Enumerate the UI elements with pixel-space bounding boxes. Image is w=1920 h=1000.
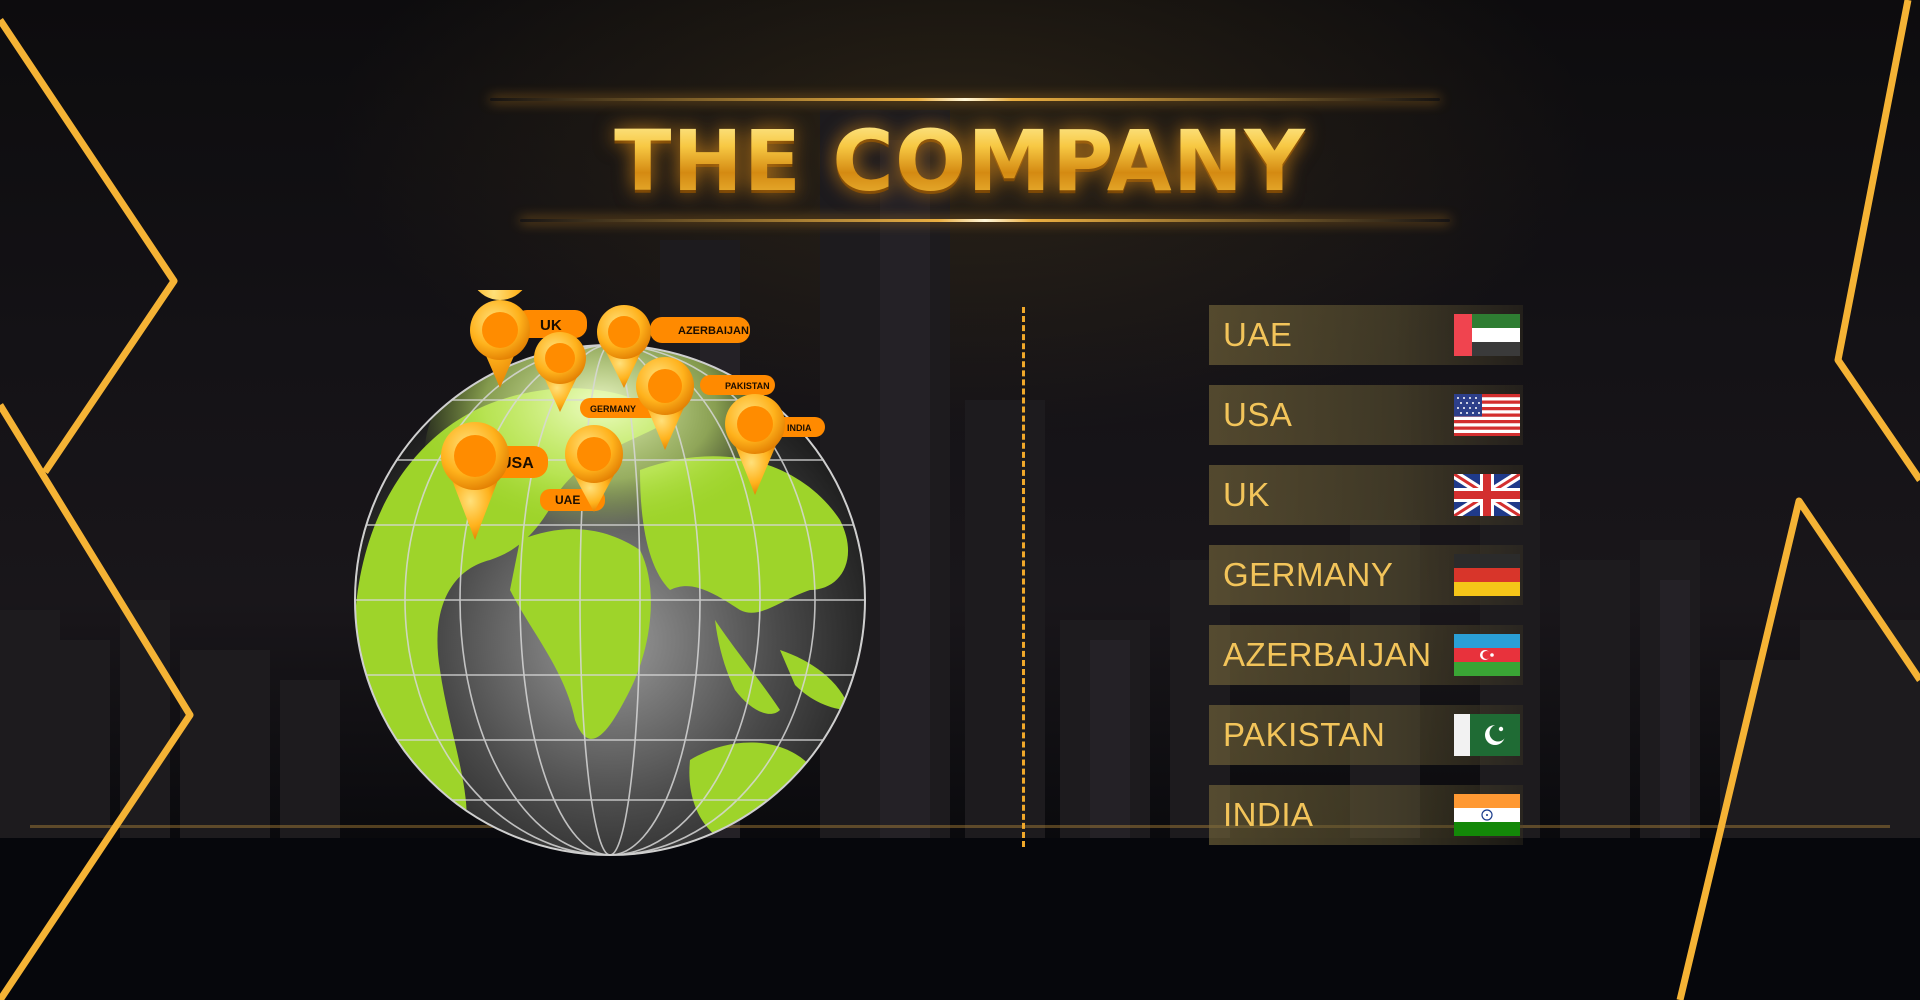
pin-icon-usa: [441, 422, 509, 540]
flag-uk-icon: [1454, 474, 1520, 516]
marker-label-uae: UAE: [555, 493, 580, 507]
title-glow-line-bottom: [520, 219, 1450, 222]
pin-icon-germany: [534, 332, 586, 412]
country-row-pakistan: PAKISTAN: [1209, 705, 1523, 765]
country-row-azerbaijan: AZERBAIJAN: [1209, 625, 1523, 685]
page-title: THE COMPANY: [0, 112, 1920, 210]
title-glow-line-top: [490, 98, 1440, 101]
dashed-divider: [1022, 307, 1025, 847]
country-name: AZERBAIJAN: [1223, 636, 1432, 673]
marker-label-germany: GERMANY: [590, 404, 636, 414]
country-list: UAE USA: [1209, 305, 1523, 865]
marker-label-pakistan: PAKISTAN: [725, 381, 770, 391]
flag-uae-icon: [1454, 314, 1520, 356]
marker-label-india: INDIA: [787, 423, 812, 433]
location-pins: [441, 290, 785, 540]
country-name: USA: [1223, 396, 1293, 433]
flag-india-icon: [1454, 794, 1520, 836]
flag-usa-icon: [1454, 394, 1520, 436]
world-globe: UK AZERBAIJAN GERMANY PAKISTAN INDIA USA…: [354, 290, 866, 856]
flag-germany-icon: [1454, 554, 1520, 596]
pin-icon-azerbaijan: [597, 305, 651, 388]
pin-icon-uae: [565, 425, 623, 512]
flag-azerbaijan-icon: [1454, 634, 1520, 676]
country-row-germany: GERMANY: [1209, 545, 1523, 605]
country-row-uae: UAE: [1209, 305, 1523, 365]
pin-icon-india: [725, 394, 785, 495]
country-name: INDIA: [1223, 796, 1314, 833]
country-row-uk: UK: [1209, 465, 1523, 525]
pin-icon-pakistan: [636, 357, 694, 450]
country-name: UK: [1223, 476, 1270, 513]
flag-pakistan-icon: [1454, 714, 1520, 756]
country-name: UAE: [1223, 316, 1293, 353]
country-row-india: INDIA: [1209, 785, 1523, 845]
country-name: GERMANY: [1223, 556, 1394, 593]
country-name: PAKISTAN: [1223, 716, 1386, 753]
marker-label-azerbaijan: AZERBAIJAN: [678, 325, 749, 337]
pin-icon-uk: [470, 290, 530, 388]
marker-label-uk: UK: [540, 317, 562, 334]
country-row-usa: USA: [1209, 385, 1523, 445]
